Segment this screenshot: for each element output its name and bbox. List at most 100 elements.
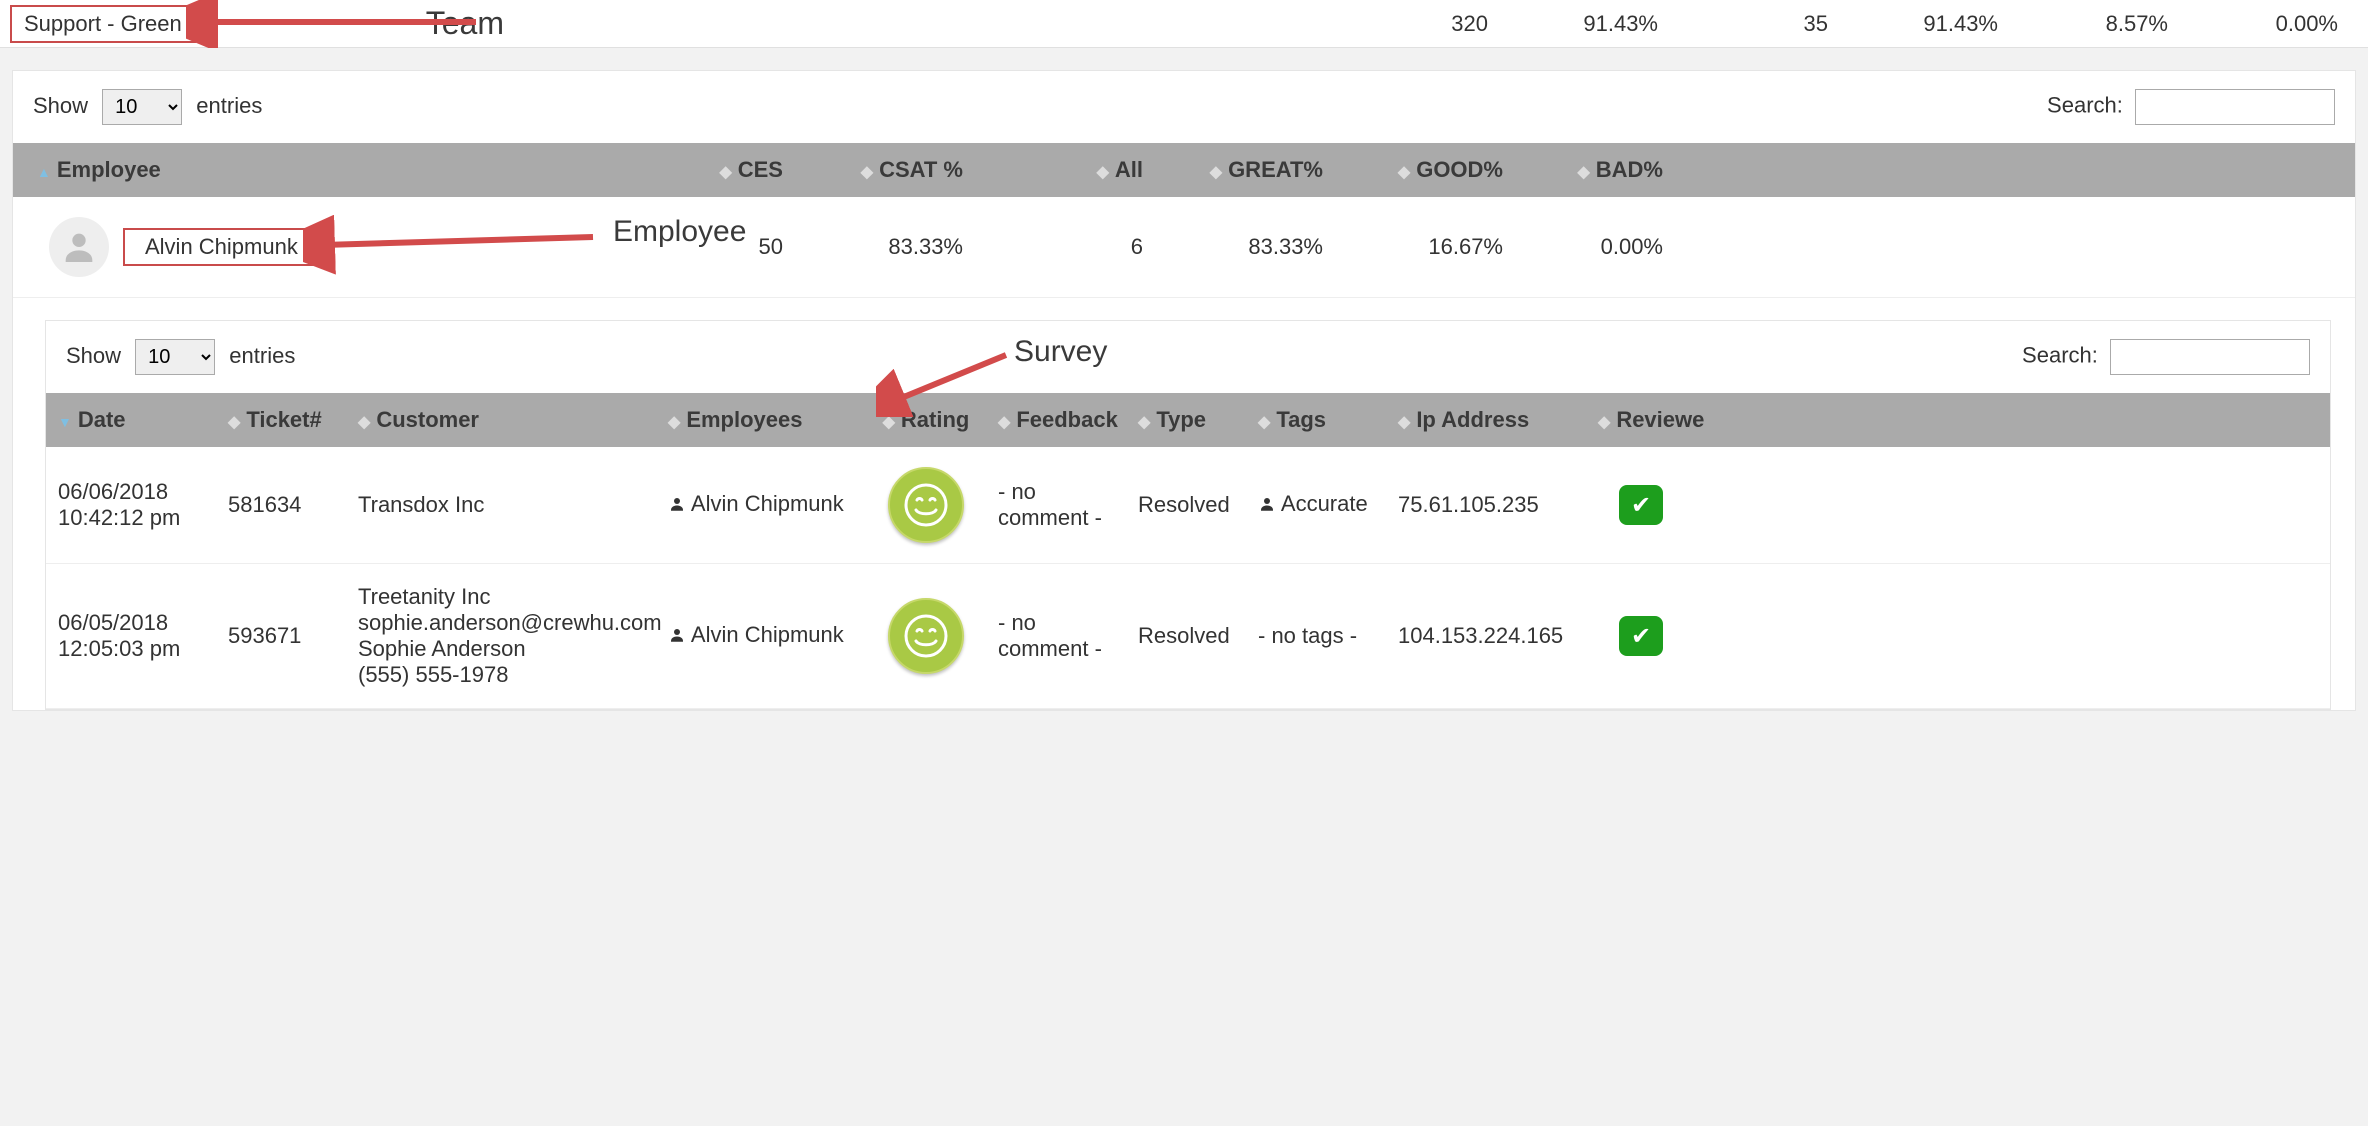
sort-icon xyxy=(1097,157,1115,182)
entries-label: entries xyxy=(196,93,262,118)
cell-ticket: 593671 xyxy=(216,619,346,653)
team-name-box[interactable]: Support - Green xyxy=(10,5,196,43)
search-control: Search: xyxy=(2022,339,2310,375)
col-great[interactable]: GREAT% xyxy=(1173,153,1353,187)
sort-icon xyxy=(228,407,246,432)
entries-label: entries xyxy=(229,343,295,368)
col-bad[interactable]: BAD% xyxy=(1533,153,1693,187)
cell-reviewed: ✔ xyxy=(1586,612,1696,660)
col-ticket[interactable]: Ticket# xyxy=(216,403,346,437)
team-summary-row: Support - Green Team 320 91.43% 35 91.43… xyxy=(0,0,2368,48)
col-rating[interactable]: Rating xyxy=(866,403,986,437)
col-ip[interactable]: Ip Address xyxy=(1386,403,1586,437)
sort-icon xyxy=(861,157,879,182)
sort-icon xyxy=(1398,407,1416,432)
sort-icon xyxy=(1138,407,1156,432)
sort-icon xyxy=(1598,407,1616,432)
cell-type: Resolved xyxy=(1126,619,1246,653)
sort-icon xyxy=(1577,157,1595,182)
search-control: Search: xyxy=(2047,89,2335,125)
person-icon xyxy=(668,493,686,519)
sort-desc-icon xyxy=(58,407,78,432)
entries-length-control: Show 10 entries xyxy=(33,89,262,125)
cell-employee: Alvin Chipmunk xyxy=(656,487,866,522)
annotation-employee-label: Employee xyxy=(613,215,746,249)
reviewed-check-icon[interactable]: ✔ xyxy=(1619,616,1663,656)
col-all[interactable]: All xyxy=(993,153,1173,187)
rating-smile-icon xyxy=(888,598,964,674)
employee-table-header: Employee CES CSAT % All GREAT% GOOD% BAD… xyxy=(13,143,2355,197)
team-stat-great: 91.43% xyxy=(1858,11,2028,37)
col-reviewed[interactable]: Reviewe xyxy=(1586,403,1696,437)
sort-icon xyxy=(668,407,686,432)
entries-select[interactable]: 10 xyxy=(135,339,215,375)
employee-all: 6 xyxy=(993,230,1173,264)
employee-row[interactable]: Alvin Chipmunk 50 83.33% 6 83.33% 16.67%… xyxy=(13,197,2355,298)
cell-date: 06/06/2018 10:42:12 pm xyxy=(46,475,216,535)
cell-date: 06/05/2018 12:05:03 pm xyxy=(46,606,216,666)
employee-csat: 83.33% xyxy=(813,230,993,264)
entries-length-control: Show 10 entries xyxy=(66,339,295,375)
cell-ticket: 581634 xyxy=(216,488,346,522)
person-icon xyxy=(1258,493,1276,519)
cell-rating xyxy=(866,594,986,678)
reviewed-check-icon[interactable]: ✔ xyxy=(1619,485,1663,525)
employee-good: 16.67% xyxy=(1353,230,1533,264)
cell-ip: 75.61.105.235 xyxy=(1386,488,1586,522)
employee-name-box[interactable]: Alvin Chipmunk xyxy=(123,228,320,266)
employee-name: Alvin Chipmunk xyxy=(145,234,298,259)
survey-row[interactable]: 06/06/2018 10:42:12 pm 581634 Transdox I… xyxy=(46,447,2330,564)
sort-icon xyxy=(1258,407,1276,432)
col-employees[interactable]: Employees xyxy=(656,403,866,437)
survey-row[interactable]: 06/05/2018 12:05:03 pm 593671 Treetanity… xyxy=(46,564,2330,709)
col-feedback[interactable]: Feedback xyxy=(986,403,1126,437)
sort-icon xyxy=(358,407,376,432)
cell-tags: Accurate xyxy=(1246,487,1386,522)
show-label: Show xyxy=(33,93,88,118)
annotation-team-label: Team xyxy=(426,5,504,42)
employee-table-section: Show 10 entries Search: Employee CES CSA… xyxy=(12,70,2356,711)
col-csat[interactable]: CSAT % xyxy=(813,153,993,187)
cell-feedback: - no comment - xyxy=(986,475,1126,535)
sort-icon xyxy=(883,407,901,432)
cell-feedback: - no comment - xyxy=(986,606,1126,666)
team-stat-all: 35 xyxy=(1688,11,1858,37)
cell-ip: 104.153.224.165 xyxy=(1386,619,1586,653)
show-label: Show xyxy=(66,343,121,368)
col-good[interactable]: GOOD% xyxy=(1353,153,1533,187)
col-employee[interactable]: Employee xyxy=(13,153,653,187)
sort-icon xyxy=(1398,157,1416,182)
cell-employee: Alvin Chipmunk xyxy=(656,618,866,653)
col-ces[interactable]: CES xyxy=(653,153,813,187)
col-tags[interactable]: Tags xyxy=(1246,403,1386,437)
search-label: Search: xyxy=(2022,343,2098,368)
cell-tags: - no tags - xyxy=(1246,619,1386,653)
sort-icon xyxy=(719,157,737,182)
avatar-icon xyxy=(49,217,109,277)
rating-smile-icon xyxy=(888,467,964,543)
sort-asc-icon xyxy=(37,157,57,182)
employee-great: 83.33% xyxy=(1173,230,1353,264)
search-label: Search: xyxy=(2047,93,2123,118)
team-name: Support - Green xyxy=(24,11,182,36)
cell-reviewed: ✔ xyxy=(1586,481,1696,529)
sort-icon xyxy=(998,407,1016,432)
survey-table-header: Date Ticket# Customer Employees Rating F… xyxy=(46,393,2330,447)
cell-customer: Treetanity Incsophie.anderson@crewhu.com… xyxy=(346,580,656,692)
employee-bad: 0.00% xyxy=(1533,230,1693,264)
annotation-survey-label: Survey xyxy=(1014,335,1107,369)
entries-select[interactable]: 10 xyxy=(102,89,182,125)
person-icon xyxy=(668,624,686,650)
team-stat-bad: 0.00% xyxy=(2198,11,2368,37)
team-stat-good: 8.57% xyxy=(2028,11,2198,37)
survey-table-section: Show 10 entries Search: Survey Date Ti xyxy=(45,320,2331,710)
sort-icon xyxy=(1210,157,1228,182)
search-input[interactable] xyxy=(2110,339,2310,375)
col-customer[interactable]: Customer xyxy=(346,403,656,437)
col-type[interactable]: Type xyxy=(1126,403,1246,437)
team-stat-csat: 91.43% xyxy=(1518,11,1688,37)
search-input[interactable] xyxy=(2135,89,2335,125)
cell-customer: Transdox Inc xyxy=(346,488,656,522)
col-date[interactable]: Date xyxy=(46,403,216,437)
team-stat-ces: 320 xyxy=(1348,11,1518,37)
